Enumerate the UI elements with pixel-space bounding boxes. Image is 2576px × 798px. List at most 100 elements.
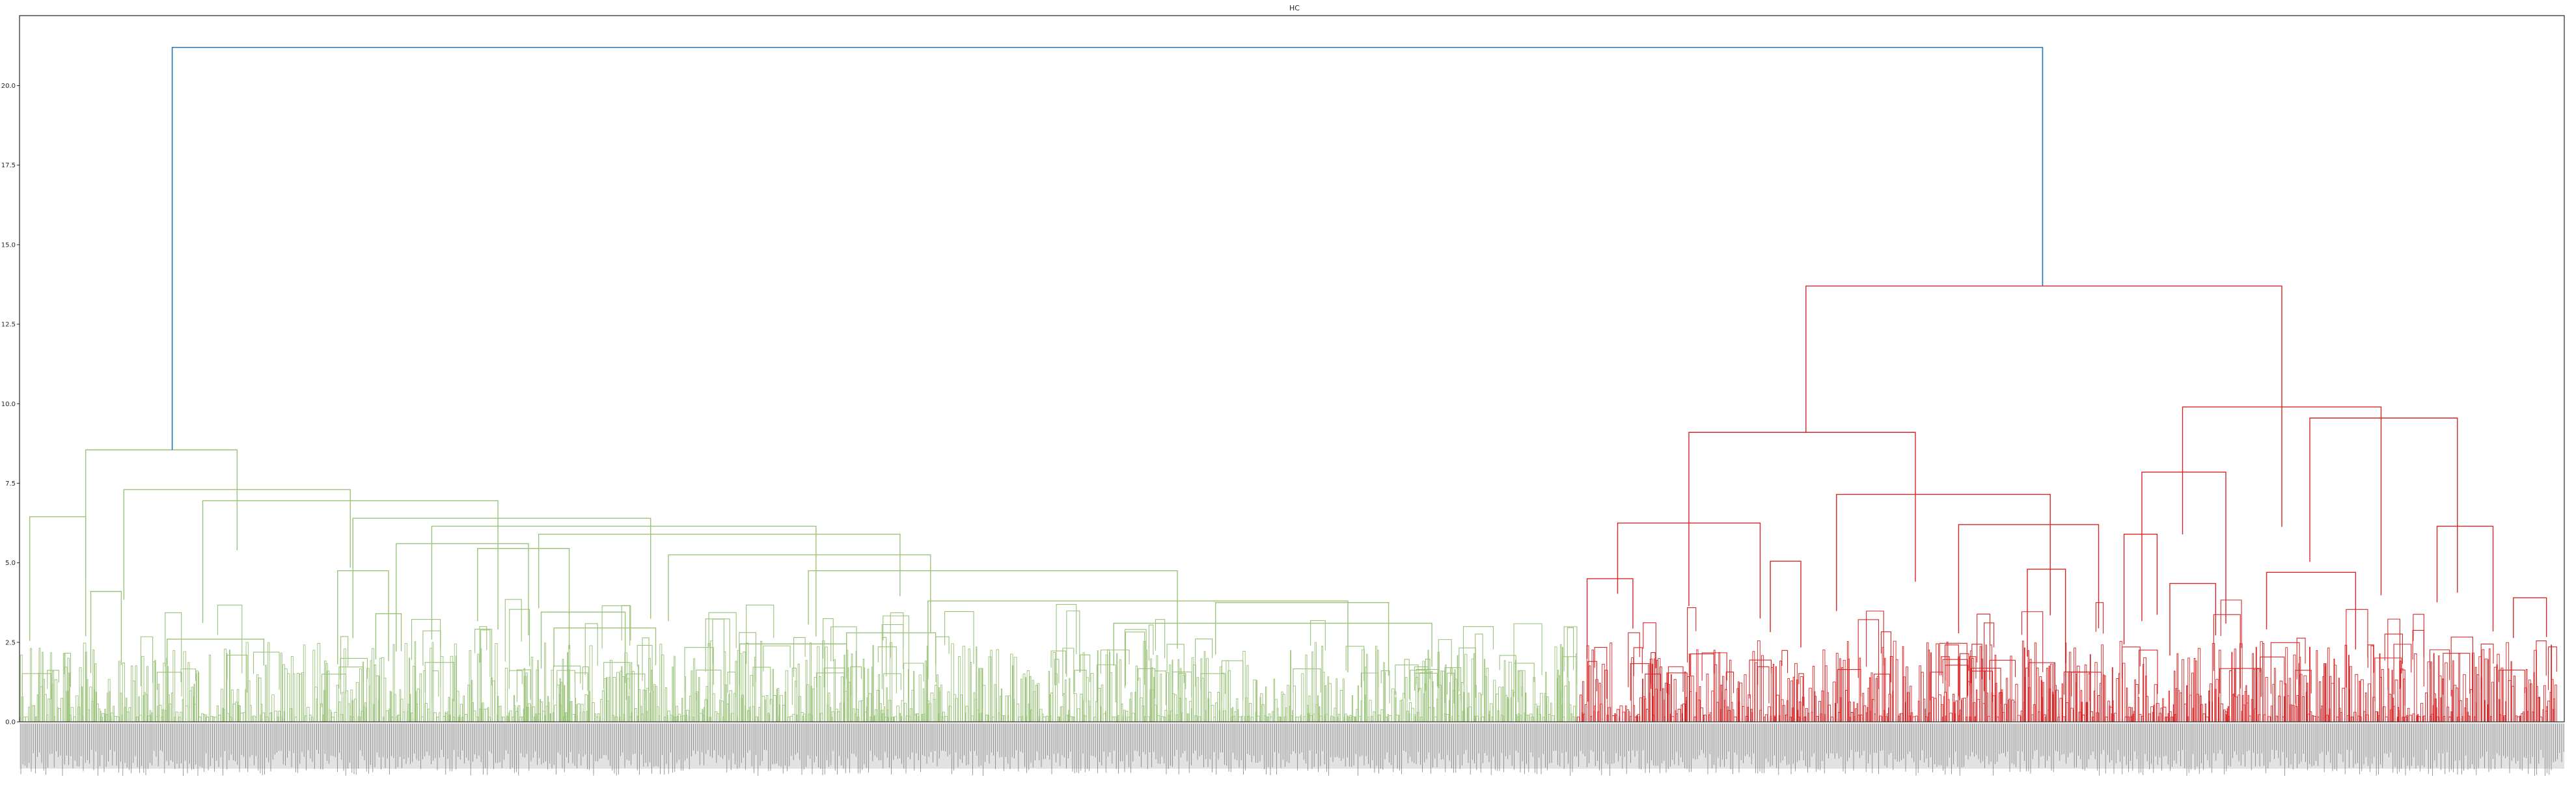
leaf-merge-link [2119, 640, 2122, 722]
leaf-merge-link [2527, 711, 2529, 722]
leaf-merge-link [1990, 644, 1992, 722]
leaf-merge-link [1434, 717, 1438, 722]
leaf-merge-link [836, 711, 840, 722]
leaf-merge-link [363, 661, 364, 722]
leaf-merge-link [2299, 674, 2303, 722]
leaf-merge-link [2005, 678, 2008, 722]
leaf-merge-link [782, 704, 786, 722]
leaf-merge-link [614, 716, 618, 722]
sub-cluster-link [1499, 655, 1516, 689]
leaf-merge-link [141, 655, 144, 722]
leaf-merge-link [1063, 693, 1065, 722]
leaf-merge-link [107, 679, 111, 722]
leaf-merge-link [990, 650, 993, 722]
leaf-merge-link [1745, 715, 1748, 722]
leaf-merge-link [1979, 646, 1982, 722]
leaf-merge-link [374, 665, 377, 722]
leaf-merge-link [2135, 684, 2139, 722]
leaf-merge-link [712, 693, 715, 722]
leaf-merge-link [942, 711, 945, 722]
leaf-merge-link [2543, 685, 2546, 722]
leaf-merge-link [889, 642, 892, 722]
leaf-merge-link [326, 670, 330, 722]
leaf-merge-link [1313, 713, 1315, 722]
leaf-merge-link [676, 706, 679, 722]
sub-cluster-link [1970, 667, 2001, 704]
leaf-merge-link [1898, 715, 1900, 722]
leaf-merge-link [1774, 715, 1775, 722]
leaf-merge-link [1919, 665, 1921, 722]
leaf-merge-link [2482, 649, 2485, 722]
leaf-merge-link [122, 663, 125, 722]
leaf-merge-link [729, 690, 732, 722]
leaf-merge-link [2393, 706, 2396, 722]
leaf-merge-link [1862, 693, 1865, 722]
leaf-merge-link [2148, 713, 2151, 722]
leaf-merge-link [856, 708, 858, 722]
sub-cluster-link [2260, 656, 2285, 685]
leaf-merge-link [805, 660, 808, 722]
leaf-merge-link [1022, 673, 1026, 722]
leaf-merge-link [2270, 706, 2273, 722]
leaf-merge-link [1986, 693, 1988, 722]
cluster-merge-link [2141, 471, 2227, 624]
leaf-merge-link [2493, 667, 2497, 722]
leaf-merge-link [607, 700, 609, 722]
leaf-merge-link [258, 678, 262, 722]
leaf-merge-link [218, 714, 221, 722]
leaf-merge-link [1260, 693, 1263, 722]
cluster-merge-link [553, 627, 657, 667]
leaf-merge-link [2178, 690, 2180, 722]
leaf-merge-link [1168, 715, 1170, 722]
leaf-merge-link [216, 705, 219, 722]
leaf-merge-link [1157, 715, 1160, 722]
leaf-merge-link [1082, 652, 1085, 722]
leaf-merge-link [871, 667, 873, 722]
leaf-merge-link [726, 703, 729, 722]
leaf-merge-link [724, 652, 726, 722]
leaf-merge-link [183, 651, 186, 722]
leaf-merge-link [249, 705, 252, 722]
leaf-merge-link [1860, 714, 1863, 722]
sub-cluster-link [1513, 663, 1535, 697]
leaf-merge-link [1764, 714, 1768, 722]
leaf-merge-link [459, 704, 463, 722]
leaf-merge-link [1936, 643, 1939, 722]
sub-cluster-link [816, 672, 845, 693]
leaf-merge-link [1246, 665, 1249, 722]
leaf-merge-link [473, 710, 476, 722]
sub-cluster-link [1444, 667, 1462, 704]
leaf-merge-link [1575, 653, 1578, 722]
leaf-merge-link [1486, 667, 1489, 722]
leaf-merge-link [2435, 707, 2437, 722]
leaf-merge-link [1485, 676, 1487, 722]
sub-cluster-link [1781, 650, 1788, 674]
leaf-merge-link [937, 674, 939, 722]
leaf-merge-link [128, 707, 131, 722]
leaf-merge-link [452, 698, 454, 722]
leaf-merge-link [284, 668, 288, 722]
leaf-merge-link [1619, 705, 1623, 722]
leaf-merge-link [1247, 715, 1250, 722]
sub-cluster-link [883, 615, 909, 681]
cluster-merge-link [2436, 525, 2494, 632]
leaf-merge-link [2309, 647, 2311, 722]
leaf-merge-link [2498, 699, 2501, 722]
leaf-merge-link [1794, 663, 1798, 722]
leaf-merge-link [1776, 695, 1779, 722]
leaf-merge-link [2311, 715, 2314, 722]
cluster-merge-link [1113, 622, 1432, 667]
y-tick-label: 5.0 [5, 560, 16, 567]
leaf-merge-link [1198, 716, 1201, 722]
leaf-merge-link [787, 717, 790, 722]
leaf-merge-link [2537, 697, 2540, 722]
leaf-merge-link [57, 707, 59, 722]
leaf-merge-link [2470, 689, 2473, 722]
leaf-merge-link [2218, 650, 2221, 722]
leaf-merge-link [509, 710, 512, 722]
leaf-merge-link [182, 699, 184, 722]
leaf-merge-link [691, 670, 693, 722]
leaf-merge-link [1468, 706, 1472, 722]
leaf-merge-link [163, 663, 166, 722]
leaf-merge-link [750, 675, 753, 722]
